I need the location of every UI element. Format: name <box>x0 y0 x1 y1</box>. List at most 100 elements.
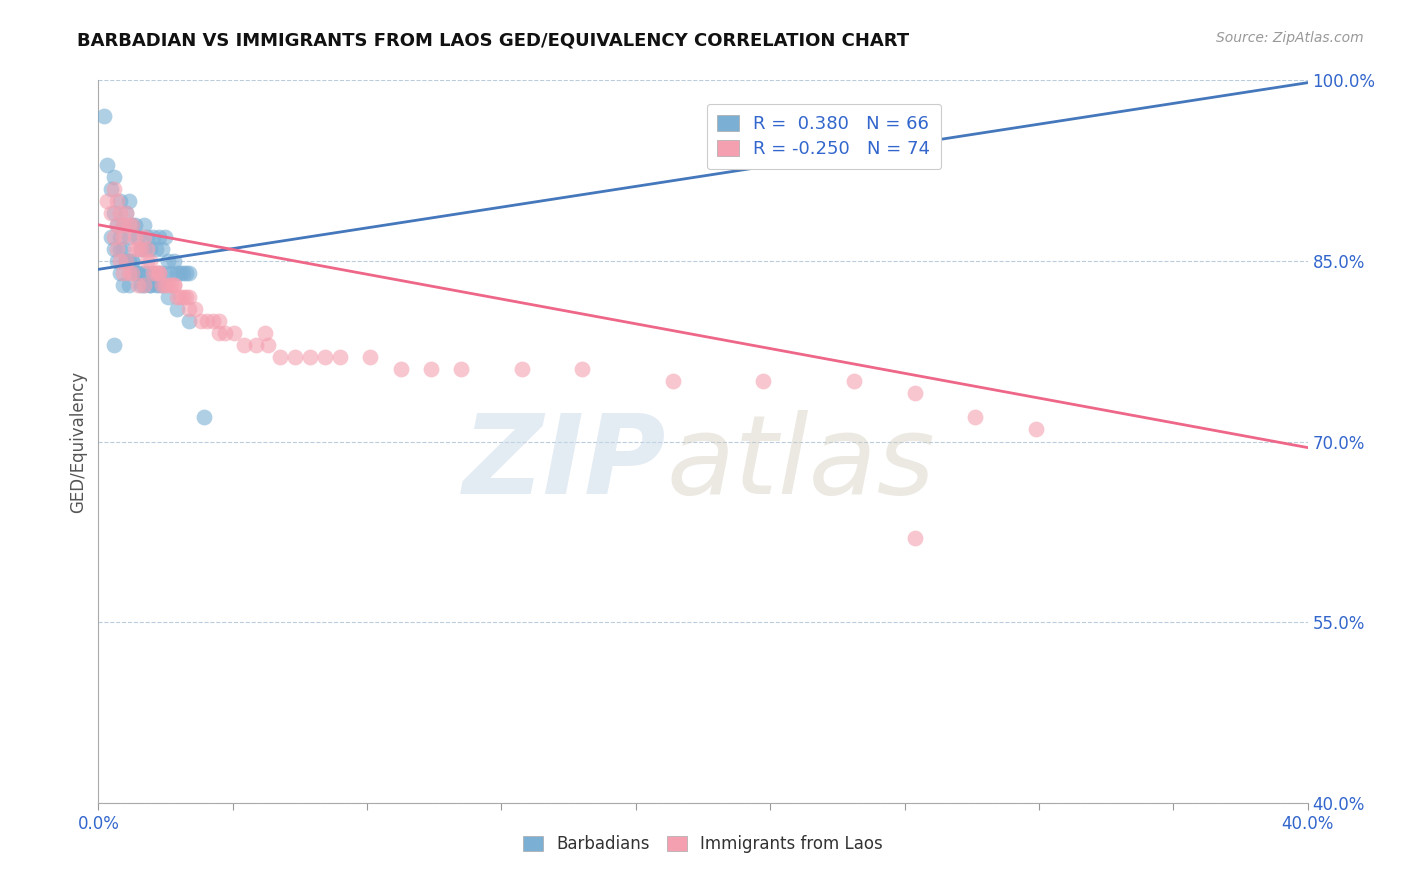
Point <box>142 229 165 244</box>
Text: BARBADIAN VS IMMIGRANTS FROM LAOS GED/EQUIVALENCY CORRELATION CHART: BARBADIAN VS IMMIGRANTS FROM LAOS GED/EQ… <box>77 31 910 49</box>
Point <box>105 242 128 256</box>
Point <box>124 242 146 256</box>
Point <box>208 326 231 340</box>
Point <box>844 374 866 388</box>
Point <box>132 218 155 232</box>
Text: Source: ZipAtlas.com: Source: ZipAtlas.com <box>1216 31 1364 45</box>
Point <box>135 229 157 244</box>
Point <box>202 314 225 328</box>
Point <box>127 266 149 280</box>
Legend: Barbadians, Immigrants from Laos: Barbadians, Immigrants from Laos <box>516 828 890 860</box>
Point <box>135 266 157 280</box>
Point <box>166 290 188 304</box>
Point <box>132 277 155 292</box>
Point <box>111 277 134 292</box>
Point <box>111 218 134 232</box>
Point <box>139 242 162 256</box>
Text: ZIP: ZIP <box>463 409 666 516</box>
Point <box>163 277 186 292</box>
Point <box>163 253 186 268</box>
Point <box>214 326 236 340</box>
Point <box>121 266 143 280</box>
Point <box>145 277 167 292</box>
Point <box>129 242 152 256</box>
Point <box>124 218 146 232</box>
Point <box>163 277 186 292</box>
Point <box>160 277 183 292</box>
Point <box>153 266 176 280</box>
Point <box>118 229 141 244</box>
Point <box>172 290 194 304</box>
Point <box>129 242 152 256</box>
Point <box>121 253 143 268</box>
Point <box>139 253 162 268</box>
Point <box>127 277 149 292</box>
Point <box>571 362 593 376</box>
Point <box>150 242 173 256</box>
Point <box>132 277 155 292</box>
Point <box>172 266 194 280</box>
Point <box>139 277 162 292</box>
Point <box>121 218 143 232</box>
Point <box>114 205 136 219</box>
Point <box>965 410 987 425</box>
Point <box>103 169 125 184</box>
Point <box>108 242 131 256</box>
Point <box>111 218 134 232</box>
Point <box>752 374 775 388</box>
Point <box>169 290 191 304</box>
Point <box>174 266 197 280</box>
Point <box>127 242 149 256</box>
Point <box>118 194 141 208</box>
Point <box>105 218 128 232</box>
Point <box>190 314 212 328</box>
Point <box>150 277 173 292</box>
Point <box>148 229 170 244</box>
Point <box>179 301 201 316</box>
Point <box>150 277 173 292</box>
Point <box>156 253 179 268</box>
Point <box>100 229 122 244</box>
Point <box>148 266 170 280</box>
Point <box>148 266 170 280</box>
Point <box>179 290 201 304</box>
Point <box>253 326 276 340</box>
Point <box>108 205 131 219</box>
Point <box>96 157 118 171</box>
Point <box>127 266 149 280</box>
Point <box>142 266 165 280</box>
Point <box>145 242 167 256</box>
Point <box>105 218 128 232</box>
Point <box>193 410 215 425</box>
Y-axis label: GED/Equivalency: GED/Equivalency <box>69 370 87 513</box>
Point <box>232 338 254 352</box>
Point <box>153 277 176 292</box>
Point <box>114 253 136 268</box>
Point <box>904 531 927 545</box>
Point <box>195 314 218 328</box>
Point <box>510 362 533 376</box>
Point <box>105 194 128 208</box>
Point <box>269 350 291 364</box>
Point <box>118 218 141 232</box>
Point <box>108 229 131 244</box>
Point <box>148 266 170 280</box>
Point <box>160 266 183 280</box>
Point <box>156 290 179 304</box>
Point <box>132 266 155 280</box>
Point <box>904 386 927 401</box>
Point <box>127 229 149 244</box>
Point <box>1024 422 1046 436</box>
Point <box>105 253 128 268</box>
Point <box>450 362 472 376</box>
Point <box>114 205 136 219</box>
Point <box>299 350 322 364</box>
Point <box>108 194 131 208</box>
Point <box>114 253 136 268</box>
Point <box>145 266 167 280</box>
Point <box>124 229 146 244</box>
Point <box>103 338 125 352</box>
Point <box>108 253 131 268</box>
Point <box>389 362 412 376</box>
Point <box>93 109 115 123</box>
